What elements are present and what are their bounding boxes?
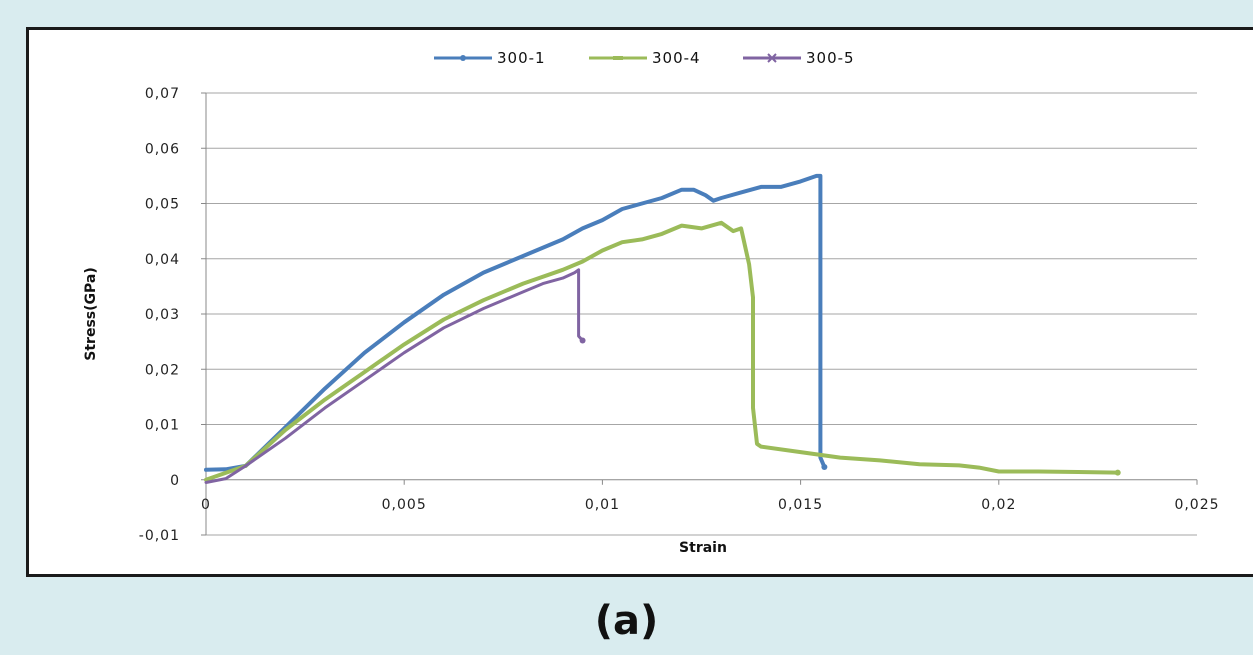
y-tick-label-7: 0,06 [145, 141, 180, 157]
x-tick-label-5: 0,025 [1174, 497, 1219, 513]
series-line-300-4 [204, 220, 1120, 482]
y-tick-label-6: 0,05 [145, 197, 180, 213]
y-tick-label-2: 0,01 [145, 418, 180, 434]
legend-marker-300-5 [767, 53, 777, 63]
legend-marker-300-1 [460, 55, 466, 61]
figure-caption: (a) [594, 598, 659, 644]
y-tick-label-8: 0,07 [145, 86, 180, 102]
axes [205, 93, 1197, 535]
x-tick-label-1: 0,005 [382, 497, 427, 513]
x-tick-label-2: 0,01 [585, 497, 620, 513]
y-tick-label-3: 0,02 [145, 362, 180, 378]
y-axis-title: Stress(GPa) [83, 267, 99, 360]
legend: 300-1 300-4 300-5 [434, 49, 855, 67]
data-series [204, 173, 1121, 484]
legend-label-300-4: 300-4 [652, 49, 701, 67]
x-axis-title: Strain [679, 540, 727, 556]
y-tick-label-1: 0 [170, 473, 180, 489]
legend-label-300-1: 300-1 [497, 49, 546, 67]
y-tick-label-0: -0,01 [139, 528, 180, 544]
x-tick-label-0: 0 [201, 497, 211, 513]
series-line-300-5 [204, 268, 585, 484]
series-line-300-1 [204, 173, 827, 472]
x-tick-label-3: 0,015 [778, 497, 823, 513]
stress-strain-chart: -0,01 0 0,01 0,02 0,03 0,04 0,05 0,06 0,07 0 0,005… [83, 49, 1219, 556]
series-end-point-300-5 [579, 337, 586, 344]
chart-frame: -0,01 0 0,01 0,02 0,03 0,04 0,05 0,06 0,07 0 0,005… [26, 27, 1253, 577]
y-tick-label-5: 0,04 [145, 252, 180, 268]
legend-label-300-5: 300-5 [806, 49, 855, 67]
series-end-point-300-4 [1114, 469, 1121, 476]
x-tick-label-4: 0,02 [981, 497, 1016, 513]
tick-labels: -0,01 0 0,01 0,02 0,03 0,04 0,05 0,06 0,07 0 0,005… [139, 86, 1219, 544]
series-end-point-300-1 [821, 464, 828, 471]
legend-marker-300-4 [613, 56, 623, 60]
y-tick-label-4: 0,03 [145, 307, 180, 323]
gridlines [201, 92, 1198, 536]
